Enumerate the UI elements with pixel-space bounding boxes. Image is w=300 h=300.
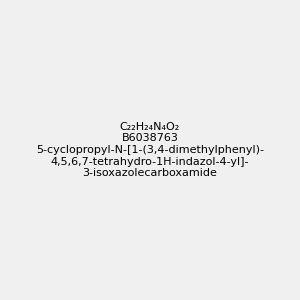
Text: C₂₂H₂₄N₄O₂
B6038763
5-cyclopropyl-N-[1-(3,4-dimethylphenyl)-
4,5,6,7-tetrahydro-: C₂₂H₂₄N₄O₂ B6038763 5-cyclopropyl-N-[1-(… <box>36 122 264 178</box>
